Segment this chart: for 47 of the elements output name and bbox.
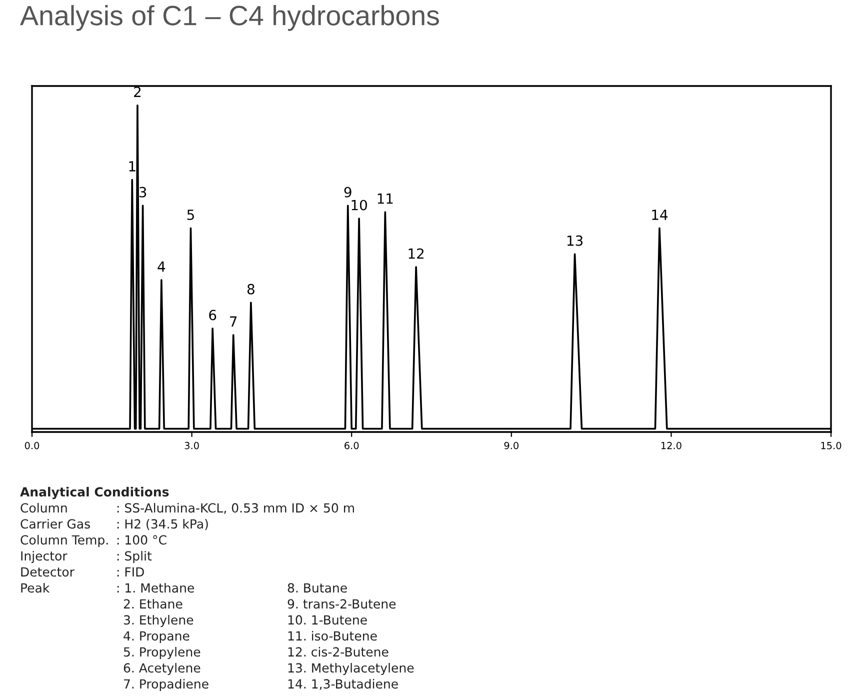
x-tick-label: 6.0 — [344, 442, 359, 450]
annotation: 2 — [134, 86, 140, 97]
text: 11. iso-Butene — [288, 630, 377, 641]
annotation: 1 — [129, 161, 136, 172]
text: : FID — [117, 567, 144, 576]
annotation: 3 — [139, 186, 146, 198]
annotation: 6 — [209, 310, 216, 320]
annotation: 4 — [158, 261, 166, 272]
x-tick-label: 9.0 — [504, 442, 518, 450]
text: 12. cis-2-Butene — [288, 646, 388, 657]
text: 3. Ethylene — [124, 614, 194, 628]
text: 10. 1-Butene — [288, 615, 367, 625]
text: 14. 1,3-Butadiene — [288, 678, 398, 690]
annotation: 10 — [352, 200, 367, 210]
text: 7. Propadiene — [124, 678, 208, 692]
x-tick-label: 15.0 — [821, 442, 842, 450]
text: 5. Propylene — [124, 646, 200, 660]
x-tick-label: 12.0 — [661, 442, 682, 450]
text: : 100 °C — [117, 535, 166, 545]
text: Column Temp. — [20, 534, 108, 548]
text: : 1. Methane — [117, 582, 194, 593]
text: Detector — [21, 567, 74, 577]
annotation: 13 — [567, 235, 583, 246]
annotation: 9 — [344, 186, 352, 198]
annotation: 5 — [187, 210, 194, 220]
text: Carrier Gas — [20, 518, 90, 529]
text: 2. Ethane — [124, 598, 182, 609]
annotation: 14 — [652, 210, 668, 220]
chart-title: Analysis of C1 – C4 hydrocarbons — [20, 5, 439, 31]
text: Injector — [21, 550, 68, 564]
text: : H2 (34.5 kPa) — [117, 518, 208, 530]
text: 4. Propane — [124, 631, 190, 644]
annotation: 7 — [230, 316, 237, 327]
annotation: 12 — [408, 248, 424, 259]
x-tick-label: 3.0 — [184, 442, 199, 450]
text: Analytical Conditions — [20, 486, 169, 500]
text: : SS-Alumina-KCL, 0.53 mm ID × 50 m — [117, 502, 354, 514]
text: : Split — [117, 550, 152, 564]
text: 8. Butane — [288, 583, 347, 593]
text: Peak — [21, 582, 50, 593]
text: Column — [20, 502, 67, 513]
annotation: 8 — [247, 284, 254, 294]
annotation: 11 — [378, 194, 393, 204]
text: 6. Acetylene — [124, 662, 200, 676]
text: 13. Methylacetylene — [288, 662, 414, 676]
x-tick-label: 0.0 — [24, 442, 40, 450]
text: 9. trans-2-Butene — [288, 599, 396, 609]
